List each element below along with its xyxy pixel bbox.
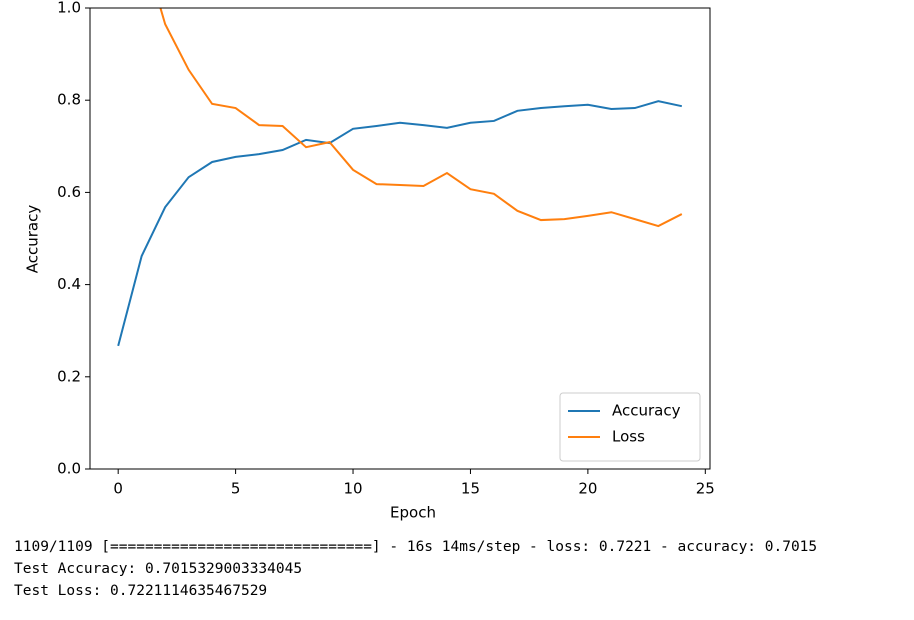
plot-area (117, 8, 683, 347)
y-tick-label: 0.2 (57, 367, 81, 385)
x-tick-label: 25 (696, 480, 715, 498)
x-tick-label: 10 (343, 480, 362, 498)
y-axis-label: Accuracy (24, 205, 42, 274)
output-line: 1109/1109 [=============================… (14, 539, 818, 555)
legend-label: Accuracy (612, 402, 681, 420)
line-series (159, 8, 683, 228)
y-tick-label: 0.6 (57, 183, 81, 201)
x-tick-label: 20 (578, 480, 597, 498)
console-output: 1109/1109 [=============================… (14, 536, 817, 602)
y-tick-label: 1.0 (57, 0, 81, 17)
axes-frame (89, 7, 711, 470)
legend-label: Loss (612, 428, 645, 446)
y-tick-label: 0.4 (57, 275, 81, 293)
line-series (117, 100, 683, 347)
x-tick-label: 0 (113, 480, 123, 498)
output-line: Test Accuracy: 0.7015329003334045 (14, 561, 303, 577)
output-line: Test Loss: 0.7221114635467529 (14, 583, 268, 599)
y-tick-label: 0.8 (57, 91, 81, 109)
y-tick-label: 0.0 (57, 460, 81, 478)
chart: Epoch Accuracy 0.0 0.2 0.4 0.6 0.8 1.0 0 5 10 15 2… (24, 0, 715, 522)
x-tick-label: 5 (231, 480, 241, 498)
x-axis-label: Epoch (390, 504, 436, 522)
x-tick-label: 15 (461, 480, 480, 498)
